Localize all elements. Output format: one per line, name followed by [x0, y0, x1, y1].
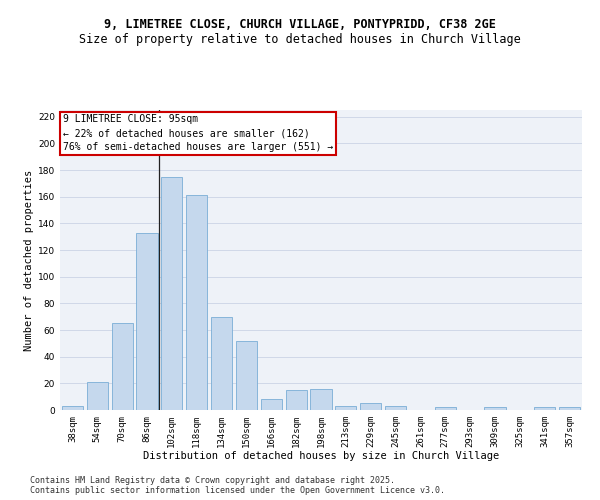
Bar	[186, 196, 207, 410]
Bar	[310, 388, 332, 410]
Bar	[385, 406, 406, 410]
Bar	[87, 382, 108, 410]
X-axis label: Distribution of detached houses by size in Church Village: Distribution of detached houses by size …	[143, 452, 499, 462]
Bar	[286, 390, 307, 410]
Bar	[211, 316, 232, 410]
Y-axis label: Number of detached properties: Number of detached properties	[24, 170, 34, 350]
Bar	[112, 324, 133, 410]
Bar	[559, 408, 580, 410]
Bar	[261, 400, 282, 410]
Bar	[236, 340, 257, 410]
Bar	[534, 408, 555, 410]
Text: 9 LIMETREE CLOSE: 95sqm
← 22% of detached houses are smaller (162)
76% of semi-d: 9 LIMETREE CLOSE: 95sqm ← 22% of detache…	[62, 114, 333, 152]
Bar	[435, 408, 456, 410]
Bar	[360, 404, 381, 410]
Text: Contains HM Land Registry data © Crown copyright and database right 2025.
Contai: Contains HM Land Registry data © Crown c…	[30, 476, 445, 495]
Bar	[161, 176, 182, 410]
Bar	[335, 406, 356, 410]
Bar	[484, 408, 506, 410]
Bar	[136, 232, 158, 410]
Text: 9, LIMETREE CLOSE, CHURCH VILLAGE, PONTYPRIDD, CF38 2GE: 9, LIMETREE CLOSE, CHURCH VILLAGE, PONTY…	[104, 18, 496, 30]
Text: Size of property relative to detached houses in Church Village: Size of property relative to detached ho…	[79, 32, 521, 46]
Bar	[62, 406, 83, 410]
